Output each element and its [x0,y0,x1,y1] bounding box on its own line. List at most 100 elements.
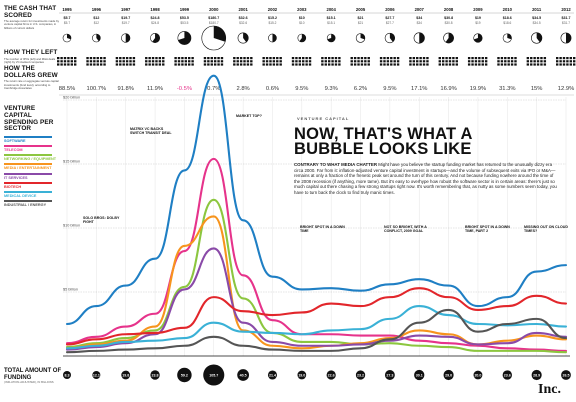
exit-dot [471,63,474,66]
exit-dot [562,63,566,66]
total-value: 59.2 [181,374,188,378]
exit-dot [155,57,158,60]
exit-dot [559,63,562,66]
legend-label: Medical device [4,193,37,198]
exit-dot [383,60,386,63]
exit-dot [338,57,341,60]
exit-dot [295,57,298,60]
exit-dot [441,63,445,66]
exit-dot [122,60,125,63]
exit-dot [441,57,445,60]
exit-dot [162,57,165,60]
exit-dot [162,63,165,66]
exit-dot [272,57,276,60]
legend-label: Software [4,138,26,143]
exit-dot [63,57,67,60]
year-label: 1998 [150,7,160,12]
return-value: 6.2% [354,86,367,92]
legend-label: Networking / equipment [4,157,57,162]
cash-value: $15.2 [268,16,277,20]
exit-dot [174,63,177,66]
exit-dot [438,63,441,66]
exit-dot [233,60,236,63]
annotation-6-title: Bright spot in a down time, part 2 [465,225,510,233]
exit-dot [119,60,122,63]
exit-dot [188,63,191,66]
return-value: 16.9% [440,86,456,92]
exit-dot [177,63,181,66]
year-label: 2010 [503,7,513,12]
exit-dot [89,63,93,66]
total-value: 28.9 [533,374,540,378]
exit-dot [246,63,250,66]
return-value: 0.7% [207,86,220,92]
legend-label: Telecom [4,147,23,152]
exit-dot [265,57,269,60]
exit-dot [60,57,63,60]
exit-dot [63,60,67,63]
total-circle [121,370,131,380]
exit-dot [500,57,504,60]
total-title: Total amount of funding [4,368,62,381]
exit-dot [422,60,426,63]
exit-dot [507,63,510,66]
legend-item: Media / entertainment [4,163,60,170]
exit-dot [158,60,162,63]
exit-dot [103,57,106,60]
section-tag: VENTURE CAPITAL [297,116,350,121]
exit-dot [324,63,327,66]
exit-dot [533,60,536,63]
exit-dot [422,63,426,66]
return-value: 15% [531,86,543,92]
exit-dot [510,63,514,66]
exit-dot [500,60,504,63]
exit-dot [74,60,77,63]
total-circle [177,367,192,383]
exit-dot [409,57,412,60]
cash-value-2: $34 [417,21,423,25]
exit-dot [162,60,165,63]
exit-dot [246,60,250,63]
exit-dot [174,60,177,63]
exit-dot [295,63,298,66]
exit-dot [295,60,298,63]
exit-dot [272,63,276,66]
return-value: 17.1% [411,86,427,92]
exit-dot [474,63,478,66]
exit-dot [96,63,99,66]
exit-dot [364,57,367,60]
exit-dot [396,63,400,66]
exit-dot [86,57,89,60]
total-circle [63,371,71,379]
exit-dot [357,60,360,63]
legend-label: IT services [4,175,28,180]
exit-dot [305,60,308,63]
exit-dot [481,63,484,66]
exit-dot [262,63,265,66]
cash-value: $34 [416,16,422,20]
exit-dot [151,60,155,63]
exit-dot [484,60,488,63]
funding-pie-slice [507,33,512,40]
funding-pie-slice [125,33,131,43]
exit-dot [334,60,338,63]
exit-dot [243,63,246,66]
y-tick-label: $10 billion [63,224,80,228]
exit-dot [455,60,458,63]
total-circle [531,369,542,381]
exit-dot [151,57,155,60]
exit-dot [217,60,220,63]
total-value: 23.2 [357,374,364,378]
exit-dot [269,63,272,66]
intro-text: CONTRARY TO WHAT MEDIA CHATTER Might hav… [294,162,560,196]
exit-dot [213,57,217,60]
exit-dot [239,60,243,63]
exit-dot [262,57,265,60]
cash-value: $12 [93,16,99,20]
annotation-5: Not so bright, with a Conflict, 2009 goa… [384,225,430,235]
exit-dot [556,63,559,66]
exit-dot [445,63,448,66]
legend-item: Software [4,135,60,143]
exit-dot [174,57,177,60]
